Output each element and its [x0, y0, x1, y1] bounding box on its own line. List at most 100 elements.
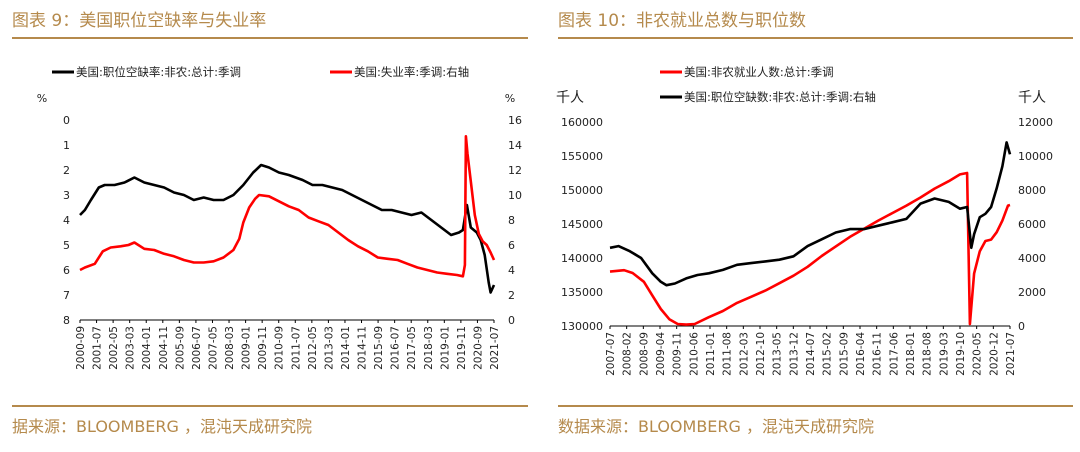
left-axis-tick-label: 1 — [63, 139, 70, 152]
source-note: 据来源：BLOOMBERG ，混沌天成研究院 — [12, 417, 313, 436]
right-axis-tick-label: 6 — [508, 239, 515, 252]
x-axis-tick-label: 2008-02 — [622, 332, 634, 376]
x-axis-tick-label: 2019-11 — [456, 326, 468, 370]
x-axis-tick-label: 2007-05 — [207, 326, 219, 370]
left-axis-tick-label: 8 — [63, 314, 70, 327]
x-axis-tick-label: 2009-11 — [257, 326, 269, 370]
bottom-divider — [12, 405, 528, 407]
series-line-black — [79, 163, 496, 294]
x-axis-tick-label: 2009-04 — [655, 332, 667, 376]
left-axis-tick-label: 0 — [63, 114, 70, 127]
x-axis-tick-label: 2008-03 — [224, 326, 236, 370]
x-axis-tick-label: 2012-03 — [738, 332, 750, 376]
right-axis-tick-label: 0 — [1018, 320, 1025, 333]
x-axis-tick-label: 2017-06 — [888, 332, 900, 376]
x-axis-tick-label: 2012-10 — [755, 332, 767, 376]
left-axis-tick-label: 7 — [63, 289, 70, 302]
x-axis-tick-label: 2013-05 — [772, 332, 784, 376]
x-axis-tick-label: 2019-10 — [955, 332, 967, 376]
x-axis-tick-label: 2008-09 — [638, 332, 650, 376]
x-axis-tick-label: 2011-08 — [722, 332, 734, 376]
legend-label: 美国:失业率:季调:右轴 — [354, 65, 469, 79]
x-axis-tick-label: 2013-03 — [323, 326, 335, 370]
left-axis-tick-label: 5 — [63, 239, 70, 252]
x-axis-tick-label: 2002-05 — [108, 326, 120, 370]
x-axis-tick-label: 2010-09 — [274, 326, 286, 370]
right-axis-tick-label: 10000 — [1018, 150, 1053, 163]
left-axis-tick-label: 135000 — [561, 286, 603, 299]
right-axis-tick-label: 0 — [508, 314, 515, 327]
x-axis-tick-label: 2021-07 — [489, 326, 501, 370]
left-axis-unit: % — [37, 92, 47, 105]
x-axis-tick-label: 2003-03 — [125, 326, 137, 370]
x-axis-tick-label: 2015-02 — [822, 332, 834, 376]
series-line-red — [609, 171, 1011, 326]
x-axis-tick-label: 2014-11 — [357, 326, 369, 370]
line-chart-payrolls-openings: 130000 135000 140000 145000 150000 155000 1600… — [556, 65, 1053, 376]
right-axis-unit: % — [505, 92, 515, 105]
x-axis-tick-label: 2015-09 — [373, 326, 385, 370]
left-axis-tick-label: 160000 — [561, 116, 603, 129]
x-axis-tick-label: 2014-07 — [805, 332, 817, 376]
left-axis-tick-label: 145000 — [561, 218, 603, 231]
right-axis-tick-label: 4 — [508, 264, 515, 277]
x-axis-tick-label: 2017-05 — [406, 326, 418, 370]
x-axis-tick-label: 2016-07 — [390, 326, 402, 370]
title-divider — [12, 37, 528, 39]
x-axis-tick-label: 2006-07 — [191, 326, 203, 370]
x-axis-tick-label: 2009-11 — [672, 332, 684, 376]
right-axis-tick-label: 12000 — [1018, 116, 1053, 129]
bottom-divider — [558, 405, 1073, 407]
x-axis-tick-label: 2005-09 — [174, 326, 186, 370]
left-axis-tick-label: 150000 — [561, 184, 603, 197]
right-axis-tick-label: 14 — [508, 139, 522, 152]
right-axis-tick-label: 16 — [508, 114, 522, 127]
x-axis-tick-label: 2018-03 — [423, 326, 435, 370]
x-axis-tick-label: 2018-01 — [905, 332, 917, 376]
x-axis-tick-label: 2016-11 — [872, 332, 884, 376]
left-axis-tick-label: 155000 — [561, 150, 603, 163]
left-axis-tick-label: 4 — [63, 214, 70, 227]
legend-label: 美国:职位空缺率:非农:总计:季调 — [76, 65, 241, 79]
x-axis-tick-label: 2020-05 — [972, 332, 984, 376]
x-axis-tick-label: 2014-01 — [340, 326, 352, 370]
right-axis-unit: 千人 — [1018, 90, 1046, 106]
left-axis-tick-label: 140000 — [561, 252, 603, 265]
left-axis-tick-label: 130000 — [561, 320, 603, 333]
x-axis-tick-label: 2011-07 — [290, 326, 302, 370]
x-axis-tick-label: 2001-07 — [92, 326, 104, 370]
title-divider — [558, 37, 1073, 39]
x-axis-tick-label: 2012-05 — [307, 326, 319, 370]
x-axis-tick-label: 2018-08 — [922, 332, 934, 376]
figure-panel-right: 图表 10：非农就业总数与职位数 130000 135000 140000 14500… — [540, 0, 1080, 452]
x-axis-tick-label: 2010-06 — [688, 332, 700, 376]
series-line-black — [609, 141, 1012, 287]
x-axis-tick-label: 2013-12 — [788, 332, 800, 376]
x-axis-tick-label: 2015-09 — [838, 332, 850, 376]
x-axis-tick-label: 2020-09 — [472, 326, 484, 370]
right-axis-tick-label: 12 — [508, 164, 522, 177]
x-axis-tick-label: 2020-12 — [988, 332, 1000, 376]
right-axis-tick-label: 2 — [508, 289, 515, 302]
x-axis-tick-label: 2007-07 — [605, 332, 617, 376]
series-line-red — [79, 135, 496, 278]
x-axis-tick-label: 2004-11 — [158, 326, 170, 370]
x-axis-tick-label: 2019-03 — [938, 332, 950, 376]
left-axis-tick-label: 6 — [63, 264, 70, 277]
left-axis-tick-label: 3 — [63, 189, 70, 202]
x-axis-tick-label: 2011-01 — [705, 332, 717, 376]
figure-panel-left: 图表 9：美国职位空缺率与失业率 0 1 2 3 4 5 6 7 8 0 2 4 6 8 10 12 14 16%… — [12, 11, 528, 436]
x-axis-tick-label: 2000-09 — [75, 326, 87, 370]
right-axis-tick-label: 2000 — [1018, 286, 1046, 299]
source-note: 数据来源：BLOOMBERG ，混沌天成研究院 — [558, 417, 875, 436]
figure-title: 图表 10：非农就业总数与职位数 — [558, 11, 807, 31]
x-axis-tick-label: 2021-07 — [1005, 332, 1017, 376]
right-axis-tick-label: 10 — [508, 189, 522, 202]
right-axis-tick-label: 6000 — [1018, 218, 1046, 231]
left-axis-unit: 千人 — [556, 90, 584, 106]
right-axis-tick-label: 4000 — [1018, 252, 1046, 265]
legend-label: 美国:职位空缺数:非农:总计:季调:右轴 — [684, 90, 876, 104]
right-axis-tick-label: 8000 — [1018, 184, 1046, 197]
figure-title: 图表 9：美国职位空缺率与失业率 — [12, 11, 267, 31]
